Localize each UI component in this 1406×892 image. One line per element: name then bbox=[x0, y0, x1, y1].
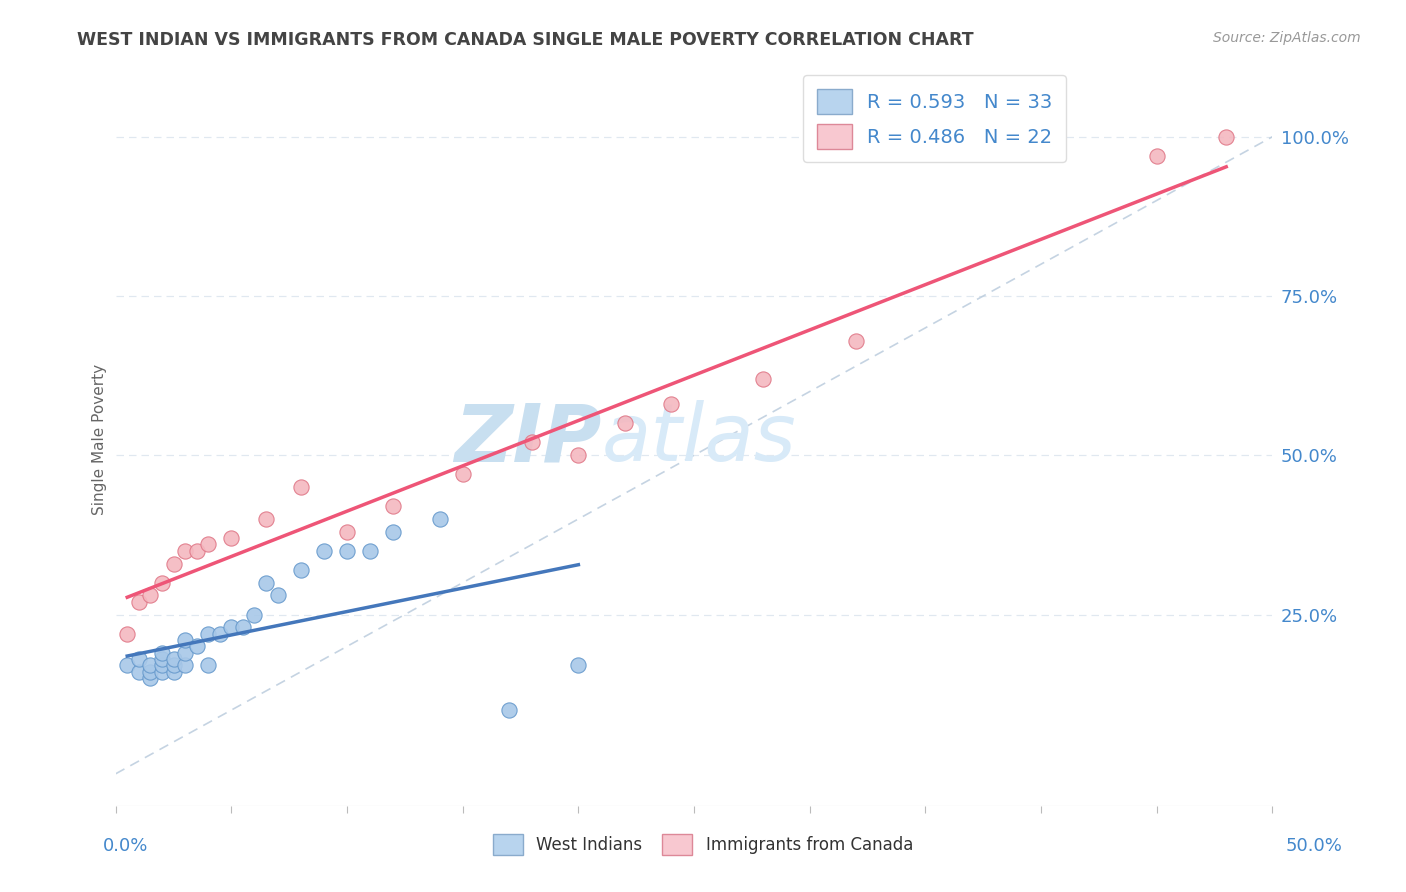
Point bbox=[451, 467, 474, 482]
Point bbox=[197, 658, 219, 673]
Point bbox=[382, 524, 405, 539]
Point bbox=[128, 665, 150, 679]
Point bbox=[174, 543, 197, 558]
Text: WEST INDIAN VS IMMIGRANTS FROM CANADA SINGLE MALE POVERTY CORRELATION CHART: WEST INDIAN VS IMMIGRANTS FROM CANADA SI… bbox=[77, 31, 974, 49]
Point bbox=[254, 575, 277, 590]
Point bbox=[243, 607, 266, 622]
Text: 50.0%: 50.0% bbox=[1286, 837, 1343, 855]
Y-axis label: Single Male Poverty: Single Male Poverty bbox=[93, 364, 107, 515]
Point bbox=[115, 658, 138, 673]
Point bbox=[1146, 149, 1168, 163]
Point bbox=[174, 658, 197, 673]
Point bbox=[139, 671, 162, 685]
Point bbox=[174, 632, 197, 647]
Point bbox=[845, 334, 868, 348]
Point bbox=[613, 417, 636, 431]
Point bbox=[139, 588, 162, 602]
Point bbox=[162, 658, 184, 673]
Point bbox=[752, 372, 775, 386]
Point bbox=[312, 543, 335, 558]
Point bbox=[139, 658, 162, 673]
Point bbox=[567, 448, 589, 462]
Point bbox=[150, 575, 173, 590]
Point bbox=[150, 652, 173, 666]
Point bbox=[266, 588, 288, 602]
Point bbox=[197, 626, 219, 640]
Legend: West Indians, Immigrants from Canada: West Indians, Immigrants from Canada bbox=[486, 828, 920, 862]
Point bbox=[336, 524, 359, 539]
Point bbox=[162, 557, 184, 571]
Point bbox=[659, 397, 682, 411]
Point bbox=[290, 480, 312, 494]
Point bbox=[150, 658, 173, 673]
Point bbox=[336, 543, 359, 558]
Point bbox=[221, 531, 243, 545]
Point bbox=[150, 646, 173, 660]
Point bbox=[498, 703, 520, 717]
Text: 0.0%: 0.0% bbox=[103, 837, 148, 855]
Point bbox=[128, 595, 150, 609]
Legend: R = 0.593   N = 33, R = 0.486   N = 22: R = 0.593 N = 33, R = 0.486 N = 22 bbox=[803, 76, 1066, 162]
Text: Source: ZipAtlas.com: Source: ZipAtlas.com bbox=[1213, 31, 1361, 45]
Point bbox=[115, 626, 138, 640]
Point bbox=[128, 652, 150, 666]
Point bbox=[429, 512, 451, 526]
Point bbox=[174, 646, 197, 660]
Point bbox=[254, 512, 277, 526]
Point bbox=[162, 652, 184, 666]
Point bbox=[382, 499, 405, 513]
Point bbox=[520, 435, 543, 450]
Point bbox=[162, 665, 184, 679]
Point bbox=[150, 665, 173, 679]
Point bbox=[186, 640, 208, 654]
Point bbox=[232, 620, 254, 634]
Point bbox=[221, 620, 243, 634]
Point bbox=[359, 543, 381, 558]
Point bbox=[208, 626, 231, 640]
Point bbox=[567, 658, 589, 673]
Text: atlas: atlas bbox=[602, 401, 796, 478]
Point bbox=[290, 563, 312, 577]
Text: ZIP: ZIP bbox=[454, 401, 602, 478]
Point bbox=[1215, 129, 1237, 144]
Point bbox=[197, 537, 219, 551]
Point bbox=[186, 543, 208, 558]
Point bbox=[139, 665, 162, 679]
